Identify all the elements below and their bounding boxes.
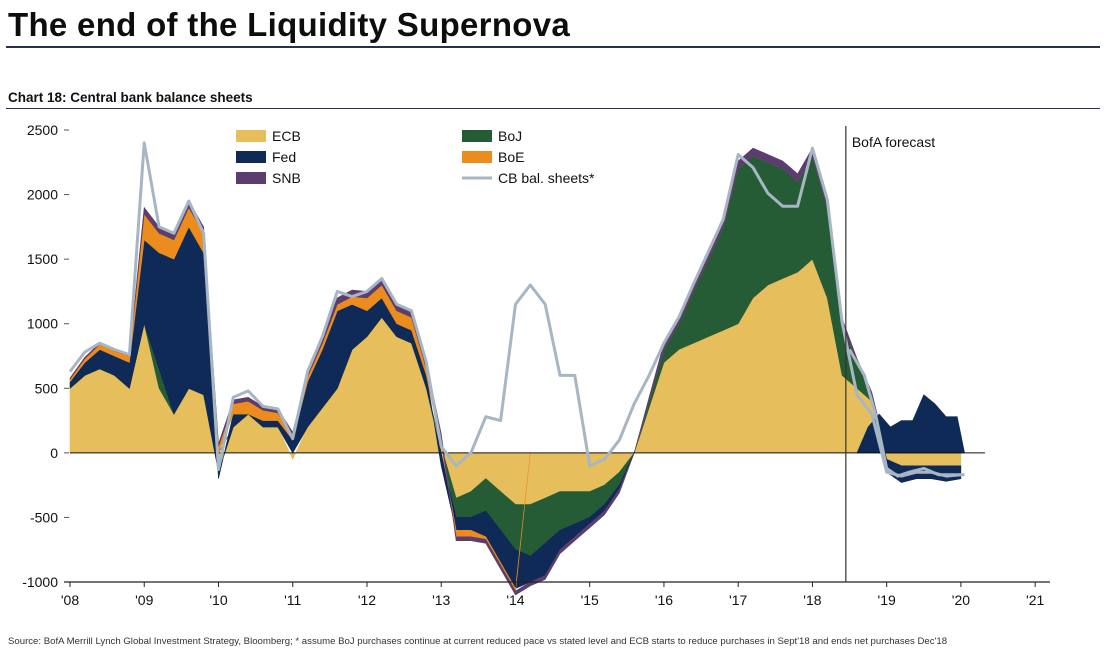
- legend-label-boe: BoE: [498, 149, 524, 165]
- x-tick-label: '14: [506, 592, 524, 608]
- cb-balance-line-forecast: [848, 348, 965, 478]
- line-layer: [68, 141, 985, 478]
- y-tick-label: 1500: [27, 251, 58, 267]
- legend-item-boj: BoJ: [462, 128, 522, 144]
- y-tick-label: 1000: [27, 316, 58, 332]
- x-tick-label: '19: [878, 592, 896, 608]
- legend-label-fed: Fed: [272, 149, 296, 165]
- title-divider: [6, 46, 1100, 48]
- chart-title: Chart 18: Central bank balance sheets: [8, 90, 253, 105]
- x-tick-label: '08: [61, 592, 79, 608]
- x-tick-label: '15: [581, 592, 599, 608]
- page-title: The end of the Liquidity Supernova: [8, 6, 571, 43]
- x-tick-label: '12: [358, 592, 376, 608]
- x-tick-label: '13: [432, 592, 450, 608]
- legend-swatch-boj: [462, 130, 492, 142]
- legend-item-snb: SNB: [236, 170, 301, 186]
- legend-swatch-snb: [236, 172, 266, 184]
- x-tick-label: '10: [209, 592, 227, 608]
- x-tick-label: '18: [803, 592, 821, 608]
- y-tick-label: 2000: [27, 187, 58, 203]
- legend-item-cb: CB bal. sheets*: [462, 170, 595, 186]
- forecast-annotation: BofA forecast: [845, 126, 935, 582]
- legend-swatch-fed: [236, 151, 266, 163]
- x-tick-label: '20: [952, 592, 970, 608]
- x-tick-label: '21: [1026, 592, 1044, 608]
- y-tick-label: -1000: [22, 574, 58, 590]
- x-tick-label: '09: [135, 592, 153, 608]
- legend-swatch-boe: [462, 151, 492, 163]
- y-tick-label: 2500: [27, 122, 58, 138]
- legend-label-boj: BoJ: [498, 128, 522, 144]
- y-tick-label: 500: [35, 380, 59, 396]
- x-tick-label: '16: [655, 592, 673, 608]
- y-tick-label: -500: [30, 509, 58, 525]
- source-note: Source: BofA Merrill Lynch Global Invest…: [8, 636, 948, 647]
- cb-balance-line: [68, 141, 962, 478]
- legend: ECB BoJ Fed BoE SNB CB bal. sheets*: [236, 128, 595, 186]
- legend-item-ecb: ECB: [236, 128, 301, 144]
- balance-sheet-chart: 2500 2000 1500 1000 500 0 -500 -1000'08 '09 '10 '1…: [22, 122, 1050, 608]
- legend-item-boe: BoE: [462, 149, 524, 165]
- legend-label-cb: CB bal. sheets*: [498, 170, 595, 186]
- y-tick-label: 0: [50, 445, 58, 461]
- forecast-label: BofA forecast: [852, 134, 935, 150]
- legend-item-fed: Fed: [236, 149, 296, 165]
- x-tick-label: '11: [284, 592, 301, 608]
- x-tick-label: '17: [729, 592, 747, 608]
- axis-layer: 2500 2000 1500 1000 500 0 -500 -1000'08 '09 '10 '1…: [22, 122, 1050, 608]
- chart-title-divider: [6, 108, 1100, 109]
- legend-label-ecb: ECB: [272, 128, 301, 144]
- legend-label-snb: SNB: [272, 170, 301, 186]
- legend-swatch-ecb: [236, 130, 266, 142]
